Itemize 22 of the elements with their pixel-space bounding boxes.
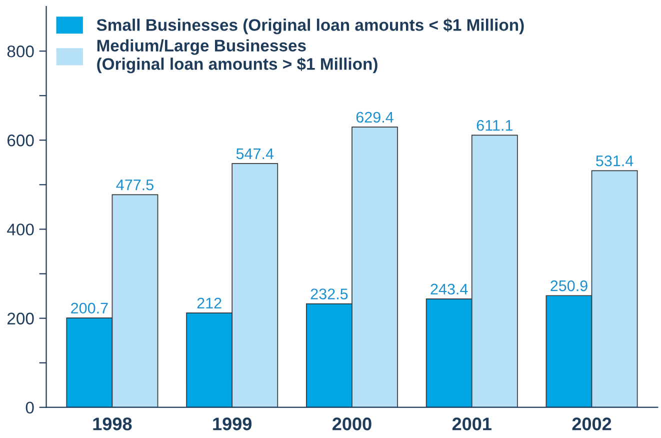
data-label: 477.5: [116, 180, 154, 190]
data-label: 232.5: [310, 288, 348, 300]
y-tick-label: 0: [26, 402, 34, 414]
x-tick-label: 1998: [93, 418, 132, 430]
data-label: 531.4: [596, 155, 634, 166]
data-label: 212: [197, 298, 222, 308]
data-label: 611.1: [476, 120, 512, 131]
data-label: 243.4: [430, 284, 468, 295]
x-tick-label: 2002: [572, 418, 612, 430]
x-tick-label: 2000: [332, 418, 372, 430]
data-label: 629.4: [356, 112, 394, 123]
data-label: 250.9: [550, 280, 588, 292]
x-tick-label: 2001: [452, 418, 492, 430]
legend-label: Small Businesses (Original loan amounts < $1 Million): [96, 18, 524, 34]
data-label: 200.7: [71, 302, 108, 314]
y-tick-label: 800: [7, 46, 34, 58]
y-tick-label: 200: [8, 312, 34, 324]
x-tick-label: 1999: [213, 418, 252, 430]
y-tick-label: 600: [8, 134, 34, 146]
legend-label: Medium/Large Businesses (Original loan amounts > $1 Million): [97, 39, 378, 74]
data-label: 547.4: [236, 148, 274, 160]
y-tick-label: 400: [7, 224, 34, 236]
